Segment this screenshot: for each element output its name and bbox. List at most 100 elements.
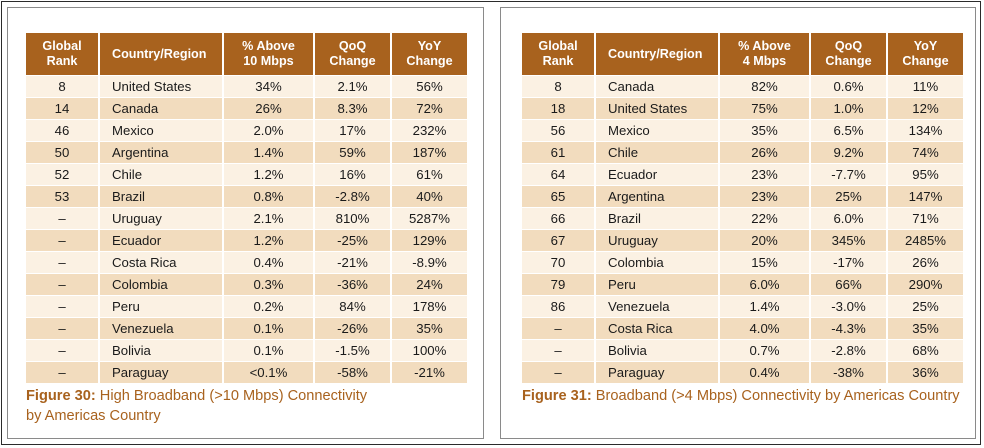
figure-30-panel: Global Rank Country/Region% Above 10 Mbps Qo… <box>7 7 484 439</box>
cell-rank: 46 <box>26 119 100 142</box>
cell-rank: 66 <box>522 207 596 230</box>
cell-yoy: 5287% <box>391 207 467 230</box>
cell-percent: 22% <box>719 207 811 230</box>
cell-rank: 64 <box>522 163 596 186</box>
table-header-row: Global Rank Country/Region% Above 4 Mbps QoQ… <box>522 33 963 76</box>
caption-title-line1: High Broadband (>10 Mbps) Connectivity <box>95 388 368 404</box>
cell-rank: – <box>26 339 100 362</box>
header-rank: Global Rank <box>26 33 100 76</box>
cell-percent: 0.8% <box>223 185 315 208</box>
cell-rank: – <box>26 295 100 318</box>
cell-rank: 50 <box>26 141 100 164</box>
cell-yoy: -8.9% <box>391 251 467 274</box>
cell-percent: 2.1% <box>223 207 315 230</box>
cell-yoy: 36% <box>887 361 963 383</box>
cell-rank: 86 <box>522 295 596 318</box>
cell-percent: 75% <box>719 97 811 120</box>
cell-percent: 0.2% <box>223 295 315 318</box>
cell-country: Ecuador <box>99 229 224 252</box>
cell-yoy: -21% <box>391 361 467 383</box>
cell-percent: 23% <box>719 185 811 208</box>
cell-yoy: 72% <box>391 97 467 120</box>
cell-rank: 70 <box>522 251 596 274</box>
cell-country: Ecuador <box>595 163 720 186</box>
cell-yoy: 129% <box>391 229 467 252</box>
cell-country: Venezuela <box>99 317 224 340</box>
cell-qoq: -58% <box>314 361 392 383</box>
cell-country: Paraguay <box>99 361 224 383</box>
cell-qoq: 810% <box>314 207 392 230</box>
table-row: 46 Mexico 2.0% 17% 232% <box>26 119 467 142</box>
cell-qoq: 8.3% <box>314 97 392 120</box>
table-row: 14 Canada 26% 8.3% 72% <box>26 97 467 120</box>
cell-qoq: 2.1% <box>314 75 392 98</box>
cell-percent: 26% <box>719 141 811 164</box>
cell-percent: 0.4% <box>223 251 315 274</box>
header-yoy: YoY Change <box>887 33 963 76</box>
cell-yoy: 232% <box>391 119 467 142</box>
cell-rank: 61 <box>522 141 596 164</box>
cell-country: United States <box>595 97 720 120</box>
cell-rank: – <box>522 361 596 383</box>
cell-yoy: 2485% <box>887 229 963 252</box>
table-row: 53 Brazil 0.8% -2.8% 40% <box>26 185 467 208</box>
header-rank: Global Rank <box>522 33 596 76</box>
figure-31-panel: Global Rank Country/Region% Above 4 Mbps QoQ… <box>500 7 976 439</box>
cell-yoy: 35% <box>391 317 467 340</box>
cell-country: Peru <box>99 295 224 318</box>
cell-percent: 0.1% <box>223 317 315 340</box>
cell-qoq: 0.6% <box>810 75 888 98</box>
cell-qoq: 17% <box>314 119 392 142</box>
cell-qoq: 66% <box>810 273 888 296</box>
cell-qoq: 84% <box>314 295 392 318</box>
cell-qoq: -26% <box>314 317 392 340</box>
cell-country: Paraguay <box>595 361 720 383</box>
cell-yoy: 26% <box>887 251 963 274</box>
cell-rank: 65 <box>522 185 596 208</box>
table-row: – Uruguay 2.1% 810% 5287% <box>26 207 467 230</box>
cell-yoy: 290% <box>887 273 963 296</box>
table-row: 61 Chile 26% 9.2% 74% <box>522 141 963 164</box>
cell-yoy: 178% <box>391 295 467 318</box>
table-row: 70 Colombia 15% -17% 26% <box>522 251 963 274</box>
cell-country: United States <box>99 75 224 98</box>
cell-yoy: 61% <box>391 163 467 186</box>
cell-country: Costa Rica <box>595 317 720 340</box>
cell-percent: 1.2% <box>223 163 315 186</box>
cell-rank: – <box>522 339 596 362</box>
cell-rank: 18 <box>522 97 596 120</box>
cell-yoy: 40% <box>391 185 467 208</box>
cell-qoq: -36% <box>314 273 392 296</box>
header-percent: % Above 4 Mbps <box>719 33 811 76</box>
cell-rank: – <box>26 273 100 296</box>
cell-rank: – <box>26 251 100 274</box>
header-percent: % Above 10 Mbps <box>223 33 315 76</box>
table-row: 67 Uruguay 20% 345% 2485% <box>522 229 963 252</box>
cell-rank: – <box>26 207 100 230</box>
cell-country: Bolivia <box>99 339 224 362</box>
cell-country: Canada <box>595 75 720 98</box>
cell-country: Mexico <box>595 119 720 142</box>
cell-yoy: 95% <box>887 163 963 186</box>
cell-country: Uruguay <box>99 207 224 230</box>
cell-yoy: 25% <box>887 295 963 318</box>
cell-qoq: -2.8% <box>314 185 392 208</box>
cell-rank: 8 <box>26 75 100 98</box>
cell-percent: 1.4% <box>223 141 315 164</box>
table-row: – Bolivia 0.1% -1.5% 100% <box>26 339 467 362</box>
cell-yoy: 134% <box>887 119 963 142</box>
cell-country: Brazil <box>99 185 224 208</box>
cell-percent: 2.0% <box>223 119 315 142</box>
cell-rank: – <box>522 317 596 340</box>
table-row: 50 Argentina 1.4% 59% 187% <box>26 141 467 164</box>
table-row: 18 United States 75% 1.0% 12% <box>522 97 963 120</box>
cell-yoy: 68% <box>887 339 963 362</box>
caption-title-line1: Broadband (>4 Mbps) Connectivity by Amer… <box>591 388 960 404</box>
cell-yoy: 71% <box>887 207 963 230</box>
cell-country: Uruguay <box>595 229 720 252</box>
table-row: 86 Venezuela 1.4% -3.0% 25% <box>522 295 963 318</box>
cell-percent: 26% <box>223 97 315 120</box>
cell-rank: 56 <box>522 119 596 142</box>
cell-rank: 67 <box>522 229 596 252</box>
